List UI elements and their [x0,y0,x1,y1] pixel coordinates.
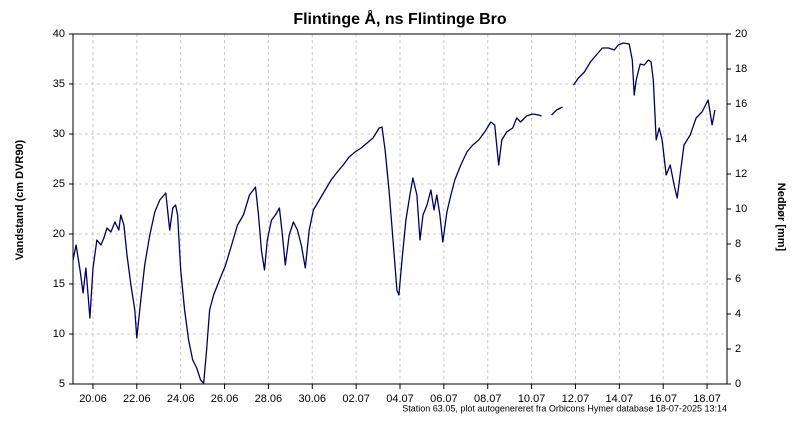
y2-tick-label: 18 [735,63,747,75]
footnote: Station 63.05, plot autogenereret fra Or… [402,403,727,413]
y-tick-label: 30 [53,128,65,140]
y-axis-label: Vandstand (cm DVR90) [14,139,26,260]
x-tick-label: 20.06 [79,393,107,405]
x-tick-label: 28.06 [255,393,283,405]
x-tick-label: 10.07 [518,393,546,405]
chart-title: Flintinge Å, ns Flintinge Bro [293,9,507,28]
y2-tick-label: 16 [735,98,747,110]
y-tick-label: 40 [53,28,65,40]
y-tick-label: 35 [53,78,65,90]
y2-tick-label: 14 [735,133,747,145]
x-tick-label: 24.06 [167,393,195,405]
y2-tick-label: 20 [735,28,747,40]
y2-tick-label: 4 [735,308,741,320]
x-tick-label: 06.07 [430,393,458,405]
x-tick-label: 02.07 [342,393,370,405]
plot-frame [72,33,728,385]
y2-tick-label: 8 [735,238,741,250]
x-tick-label: 18.07 [693,393,721,405]
x-tick-label: 16.07 [649,393,677,405]
y-tick-label: 15 [53,278,65,290]
y2-tick-label: 6 [735,273,741,285]
y2-tick-label: 2 [735,343,741,355]
x-tick-label: 14.07 [606,393,634,405]
x-tick-label: 04.07 [386,393,414,405]
x-tick-label: 08.07 [474,393,502,405]
x-tick-label: 12.07 [562,393,590,405]
x-tick-label: 26.06 [211,393,239,405]
y-tick-label: 10 [53,328,65,340]
y-tick-label: 20 [53,228,65,240]
y2-tick-label: 0 [735,378,741,390]
x-tick-label: 22.06 [123,393,151,405]
x-tick-label: 30.06 [299,393,327,405]
series-line [72,42,716,384]
y-tick-label: 25 [53,178,65,190]
y2-tick-label: 10 [735,203,747,215]
y-tick-label: 5 [59,378,65,390]
y2-axis-label: Nedbør [mm] [775,183,787,252]
y2-tick-label: 12 [735,168,747,180]
